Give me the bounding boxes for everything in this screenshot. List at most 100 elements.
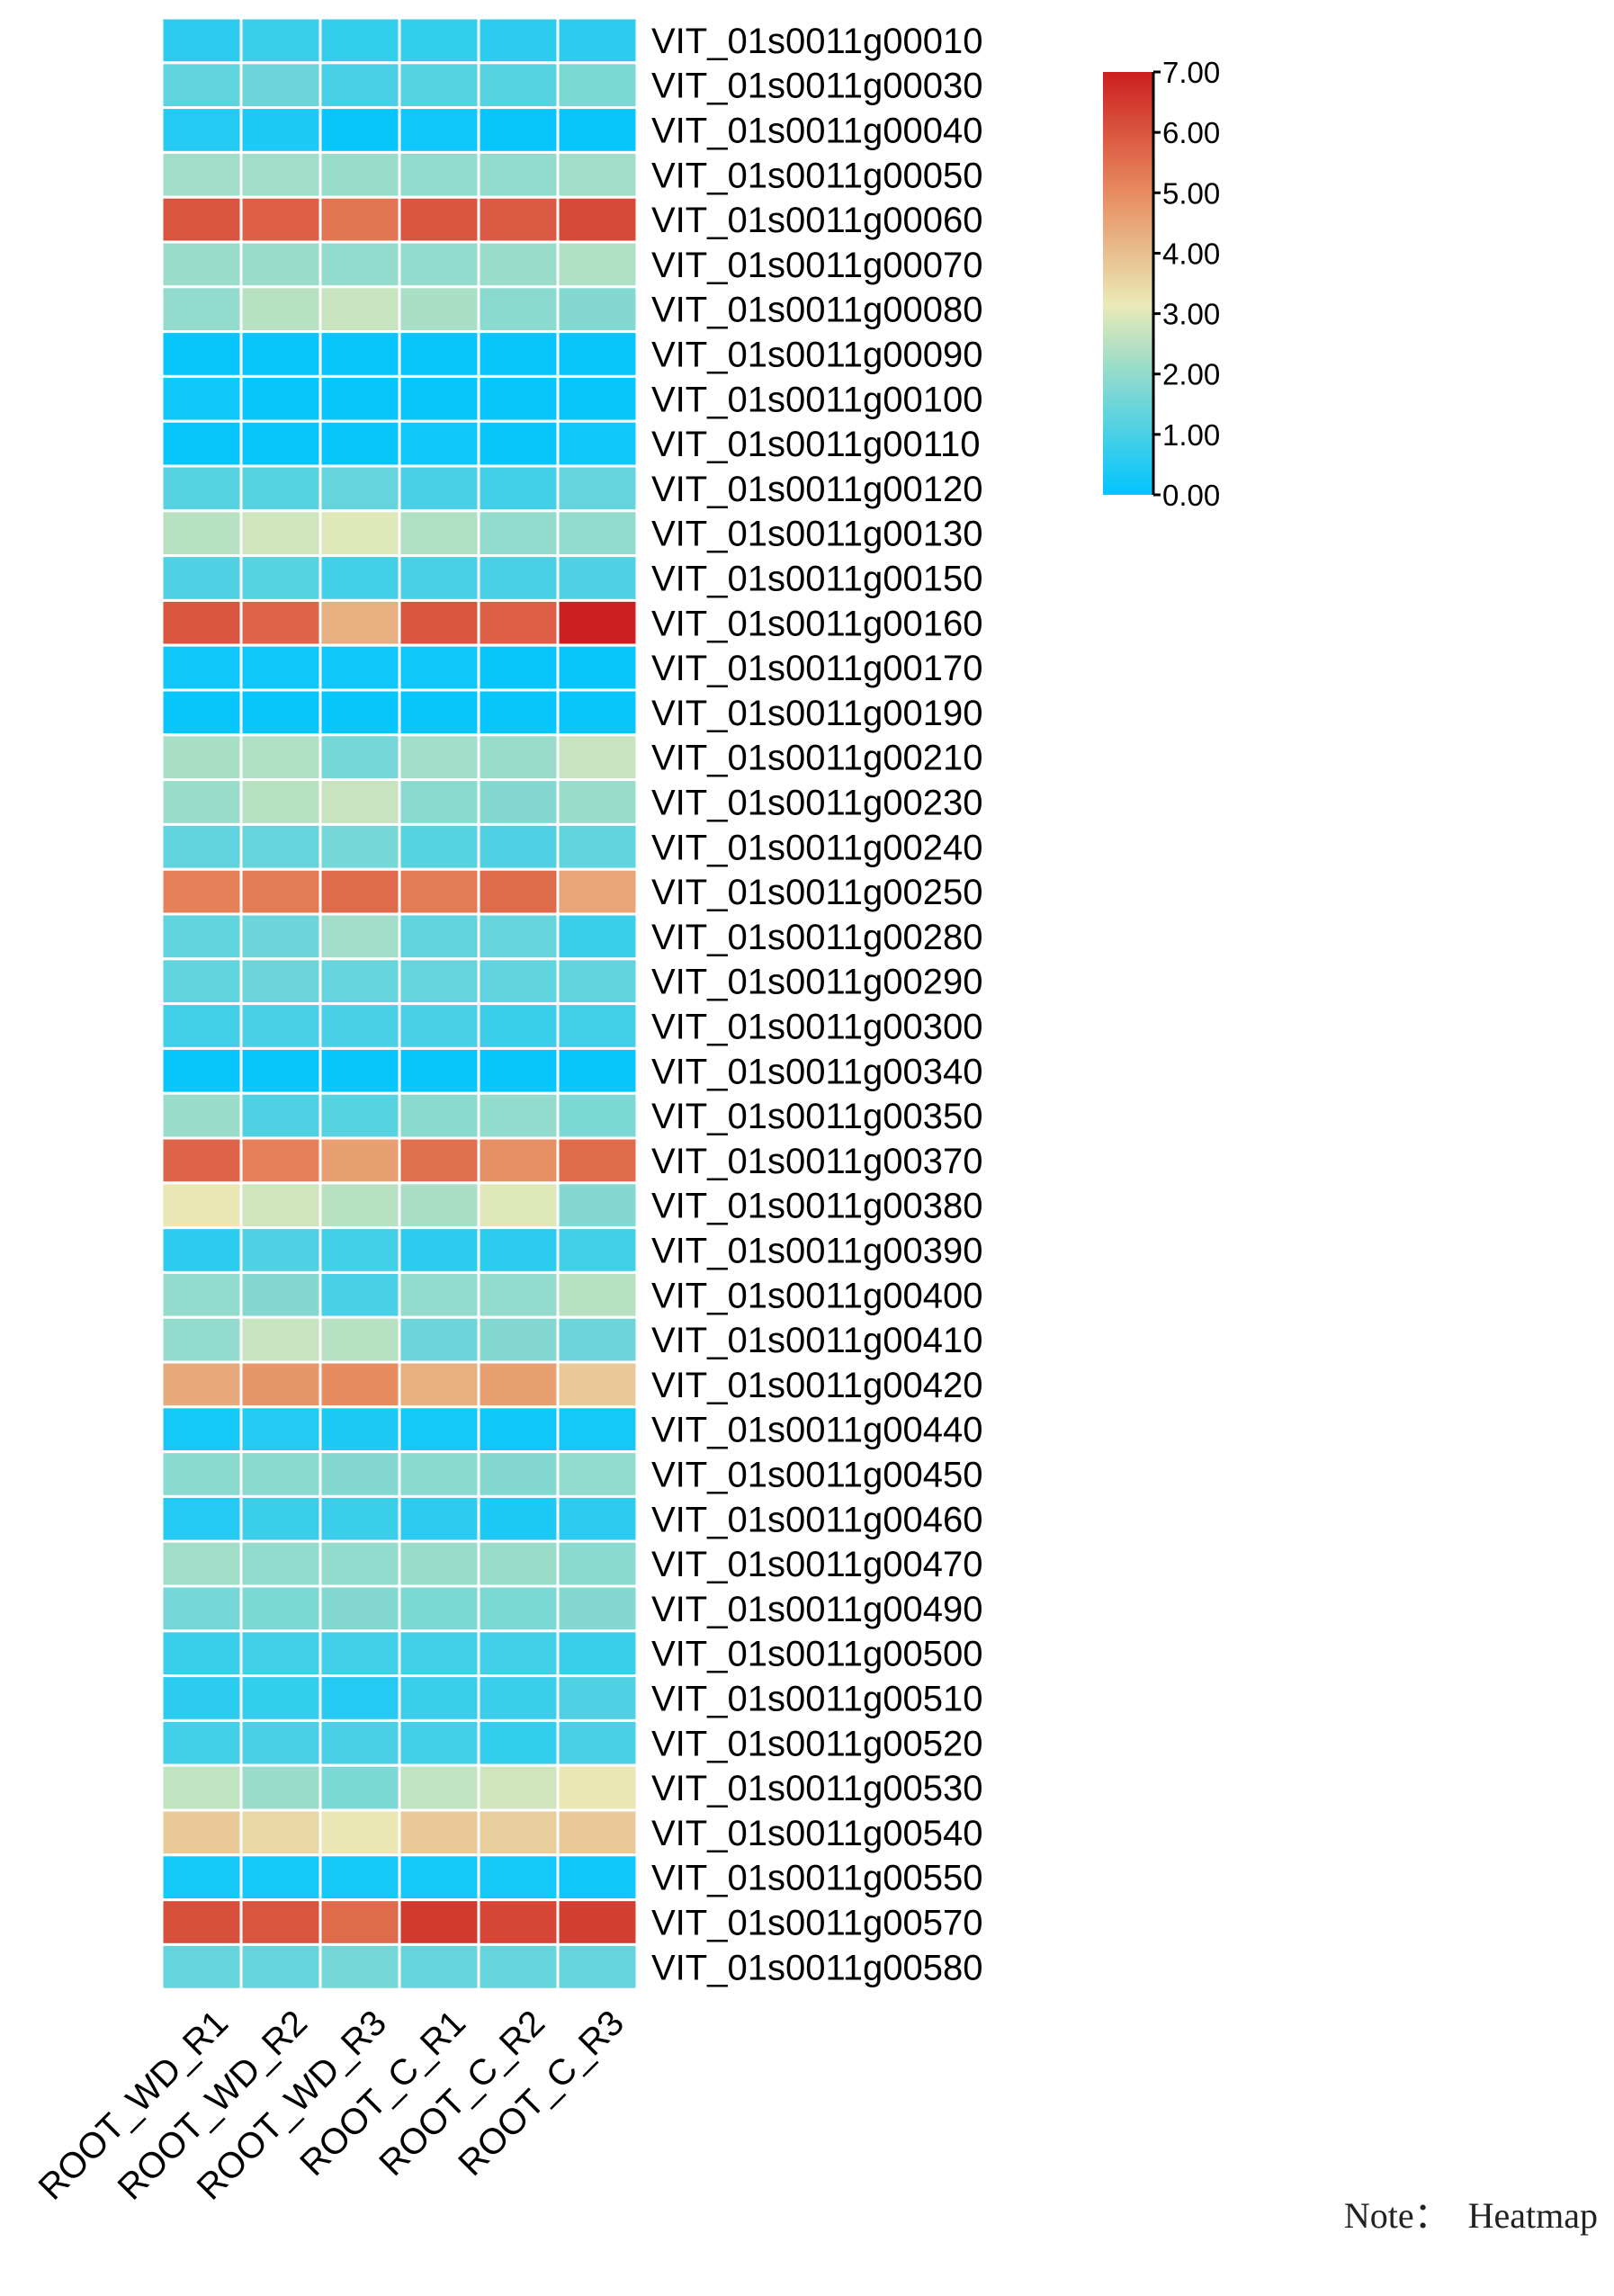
heatmap-cell [318, 1629, 401, 1678]
row-label: VIT_01s0011g00090 [651, 336, 982, 375]
heatmap-cell [556, 1808, 639, 1857]
heatmap-cell [556, 688, 639, 737]
heatmap-cell [318, 733, 401, 782]
row-label: VIT_01s0011g00450 [651, 1456, 982, 1495]
heatmap-cell [160, 554, 243, 602]
heatmap-cell [398, 1405, 480, 1454]
heatmap-cell [318, 509, 401, 558]
heatmap-cell [160, 240, 243, 289]
heatmap-cell [477, 1226, 560, 1274]
heatmap-cell [318, 1270, 401, 1319]
heatmap-cell [318, 1539, 401, 1588]
heatmap-cell [318, 16, 401, 65]
heatmap-cell [239, 912, 322, 961]
heatmap-cell [239, 240, 322, 289]
heatmap-cell [239, 1674, 322, 1722]
heatmap-cell [398, 1942, 480, 1991]
heatmap-cell [160, 419, 243, 468]
heatmap-cell [556, 1898, 639, 1946]
row-label: VIT_01s0011g00340 [651, 1052, 982, 1091]
heatmap-cell [477, 554, 560, 602]
heatmap-cell [239, 554, 322, 602]
row-label: VIT_01s0011g00130 [651, 515, 982, 554]
heatmap-cell [160, 1808, 243, 1857]
row-label: VIT_01s0011g00080 [651, 291, 982, 330]
heatmap-cell [160, 374, 243, 423]
colorbar-tick-label: 1.00 [1162, 418, 1220, 452]
heatmap-cell [556, 285, 639, 334]
heatmap-cell [239, 1226, 322, 1274]
heatmap-cell [477, 1584, 560, 1633]
heatmap-cell [477, 912, 560, 961]
heatmap-cell [160, 867, 243, 916]
heatmap-cell [398, 330, 480, 378]
heatmap-cell [398, 61, 480, 110]
heatmap-cell [556, 598, 639, 647]
heatmap-cell [398, 1898, 480, 1946]
heatmap-cell [398, 1360, 480, 1409]
heatmap-cell [318, 419, 401, 468]
heatmap-cell [398, 1002, 480, 1050]
row-label: VIT_01s0011g00250 [651, 873, 982, 912]
heatmap-cell [477, 16, 560, 65]
heatmap-cell [477, 1315, 560, 1364]
heatmap-cell [398, 285, 480, 334]
heatmap-cell [160, 195, 243, 244]
heatmap-cell [556, 1942, 639, 1991]
heatmap-cell [556, 1270, 639, 1319]
heatmap-cell [556, 957, 639, 1006]
heatmap-cell [477, 1763, 560, 1812]
heatmap-cell [160, 643, 243, 692]
heatmap-cell [477, 374, 560, 423]
heatmap-cell [477, 419, 560, 468]
row-label: VIT_01s0011g00100 [651, 380, 982, 419]
heatmap-cell [398, 1674, 480, 1722]
heatmap-cell [160, 1718, 243, 1767]
heatmap-cell [318, 867, 401, 916]
heatmap-cell [160, 1674, 243, 1722]
heatmap-cell [398, 1136, 480, 1185]
heatmap-cell [160, 106, 243, 154]
heatmap-cell [318, 106, 401, 154]
row-label: VIT_01s0011g00040 [651, 112, 982, 151]
heatmap-cell [239, 61, 322, 110]
heatmap-cell [556, 374, 639, 423]
heatmap-cell [160, 464, 243, 513]
heatmap-cell [556, 1181, 639, 1230]
heatmap-cell [318, 1853, 401, 1902]
heatmap-cell [239, 374, 322, 423]
heatmap-cell [398, 1494, 480, 1543]
heatmap-cell [318, 688, 401, 737]
row-label: VIT_01s0011g00170 [651, 649, 982, 688]
colorbar-tick-label: 4.00 [1162, 237, 1220, 270]
heatmap-cell [239, 1270, 322, 1319]
heatmap-cell [239, 1942, 322, 1991]
row-label: VIT_01s0011g00460 [651, 1500, 982, 1539]
row-labels: VIT_01s0011g00010 VIT_01s0011g00030 VIT_01… [651, 22, 982, 1987]
heatmap-cell [398, 419, 480, 468]
row-label: VIT_01s0011g00420 [651, 1366, 982, 1405]
heatmap-cell [239, 1898, 322, 1946]
heatmap-cell [239, 598, 322, 647]
heatmap-cell [477, 1002, 560, 1050]
row-label: VIT_01s0011g00510 [651, 1680, 982, 1719]
heatmap-cell [318, 195, 401, 244]
heatmap-cell [239, 1808, 322, 1857]
heatmap-cell [556, 1405, 639, 1454]
heatmap-cell [318, 1046, 401, 1095]
heatmap-cell [398, 16, 480, 65]
heatmap-cell [318, 1181, 401, 1230]
row-label: VIT_01s0011g00230 [651, 784, 982, 823]
heatmap-cell [556, 1539, 639, 1588]
heatmap-cell [318, 1360, 401, 1409]
row-label: VIT_01s0011g00370 [651, 1142, 982, 1181]
heatmap-cell [160, 1181, 243, 1230]
heatmap-cell [398, 733, 480, 782]
row-label: VIT_01s0011g00210 [651, 739, 982, 778]
heatmap-cell [239, 464, 322, 513]
heatmap-cell [239, 957, 322, 1006]
row-label: VIT_01s0011g00160 [651, 604, 982, 643]
row-label: VIT_01s0011g00030 [651, 67, 982, 106]
heatmap-cell [398, 643, 480, 692]
